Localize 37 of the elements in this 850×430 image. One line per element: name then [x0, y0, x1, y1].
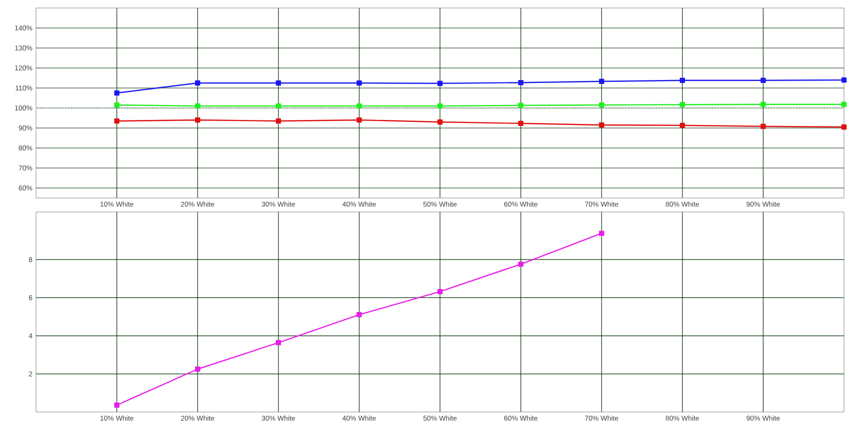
point: [276, 340, 282, 346]
point: [599, 102, 604, 108]
point: [195, 366, 200, 372]
point: [195, 117, 200, 123]
point: [437, 103, 443, 109]
point: [841, 77, 847, 83]
point: [760, 102, 766, 107]
point: [599, 230, 604, 236]
point: [518, 80, 524, 86]
point: [114, 118, 120, 124]
point: [356, 117, 362, 123]
point: [276, 103, 282, 109]
point: [518, 102, 524, 108]
point: [356, 312, 362, 318]
point: [114, 102, 120, 108]
point: [760, 78, 766, 83]
point: [599, 78, 604, 84]
point: [276, 118, 282, 124]
point: [195, 80, 200, 86]
point: [518, 262, 524, 267]
point: [114, 402, 120, 408]
point: [680, 78, 686, 83]
point: [680, 102, 686, 108]
point: [760, 124, 766, 129]
point: [356, 80, 362, 86]
point: [114, 90, 120, 96]
point: [518, 120, 524, 126]
point: [841, 124, 847, 130]
point: [276, 80, 282, 86]
point: [195, 103, 200, 109]
point: [841, 102, 847, 107]
point: [437, 119, 443, 125]
point: [599, 122, 604, 128]
point: [437, 289, 443, 294]
point: [437, 80, 443, 86]
point: [356, 103, 362, 109]
point: [680, 122, 686, 128]
